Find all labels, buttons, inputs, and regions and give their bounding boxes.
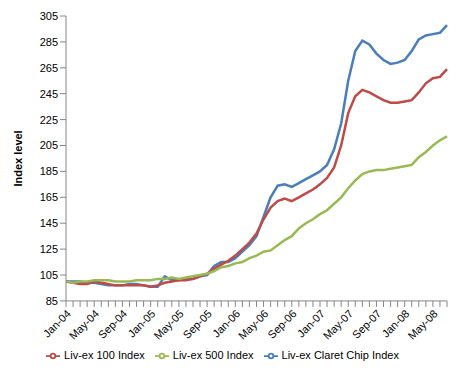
html-text:Liv-ex Claret Chip Index: Liv-ex Claret Chip Index xyxy=(281,348,399,361)
svg-text:85: 85 xyxy=(46,295,58,307)
svg-text:145: 145 xyxy=(40,217,58,229)
svg-text:225: 225 xyxy=(40,114,58,126)
svg-text:Sep-04: Sep-04 xyxy=(96,307,130,341)
svg-text:May-04: May-04 xyxy=(67,307,101,341)
svg-text:165: 165 xyxy=(40,191,58,203)
html-text:Liv-ex 500 Index: Liv-ex 500 Index xyxy=(172,348,254,361)
svg-text:Jan-05: Jan-05 xyxy=(125,307,158,340)
svg-text:May-07: May-07 xyxy=(321,307,355,341)
svg-text:105: 105 xyxy=(40,269,58,281)
svg-text:125: 125 xyxy=(40,243,58,255)
html-text:Liv-ex 100 Index: Liv-ex 100 Index xyxy=(64,348,145,361)
svg-text:Jan-07: Jan-07 xyxy=(294,307,327,340)
svg-text:Sep-07: Sep-07 xyxy=(350,307,384,341)
svg-text:Jan-06: Jan-06 xyxy=(210,307,243,340)
svg-text:185: 185 xyxy=(40,165,58,177)
svg-text:305: 305 xyxy=(40,10,58,22)
svg-text:May-06: May-06 xyxy=(236,307,270,341)
svg-text:205: 205 xyxy=(40,139,58,151)
svg-text:Jan-04: Jan-04 xyxy=(40,307,73,340)
svg-text:265: 265 xyxy=(40,62,58,74)
svg-text:245: 245 xyxy=(40,88,58,100)
svg-text:May-08: May-08 xyxy=(405,307,439,341)
svg-text:May-05: May-05 xyxy=(151,307,185,341)
svg-text:Index level: Index level xyxy=(12,130,24,186)
svg-text:Jan-08: Jan-08 xyxy=(379,307,412,340)
svg-text:Sep-06: Sep-06 xyxy=(265,307,299,341)
svg-text:285: 285 xyxy=(40,36,58,48)
svg-text:Sep-05: Sep-05 xyxy=(180,307,214,341)
